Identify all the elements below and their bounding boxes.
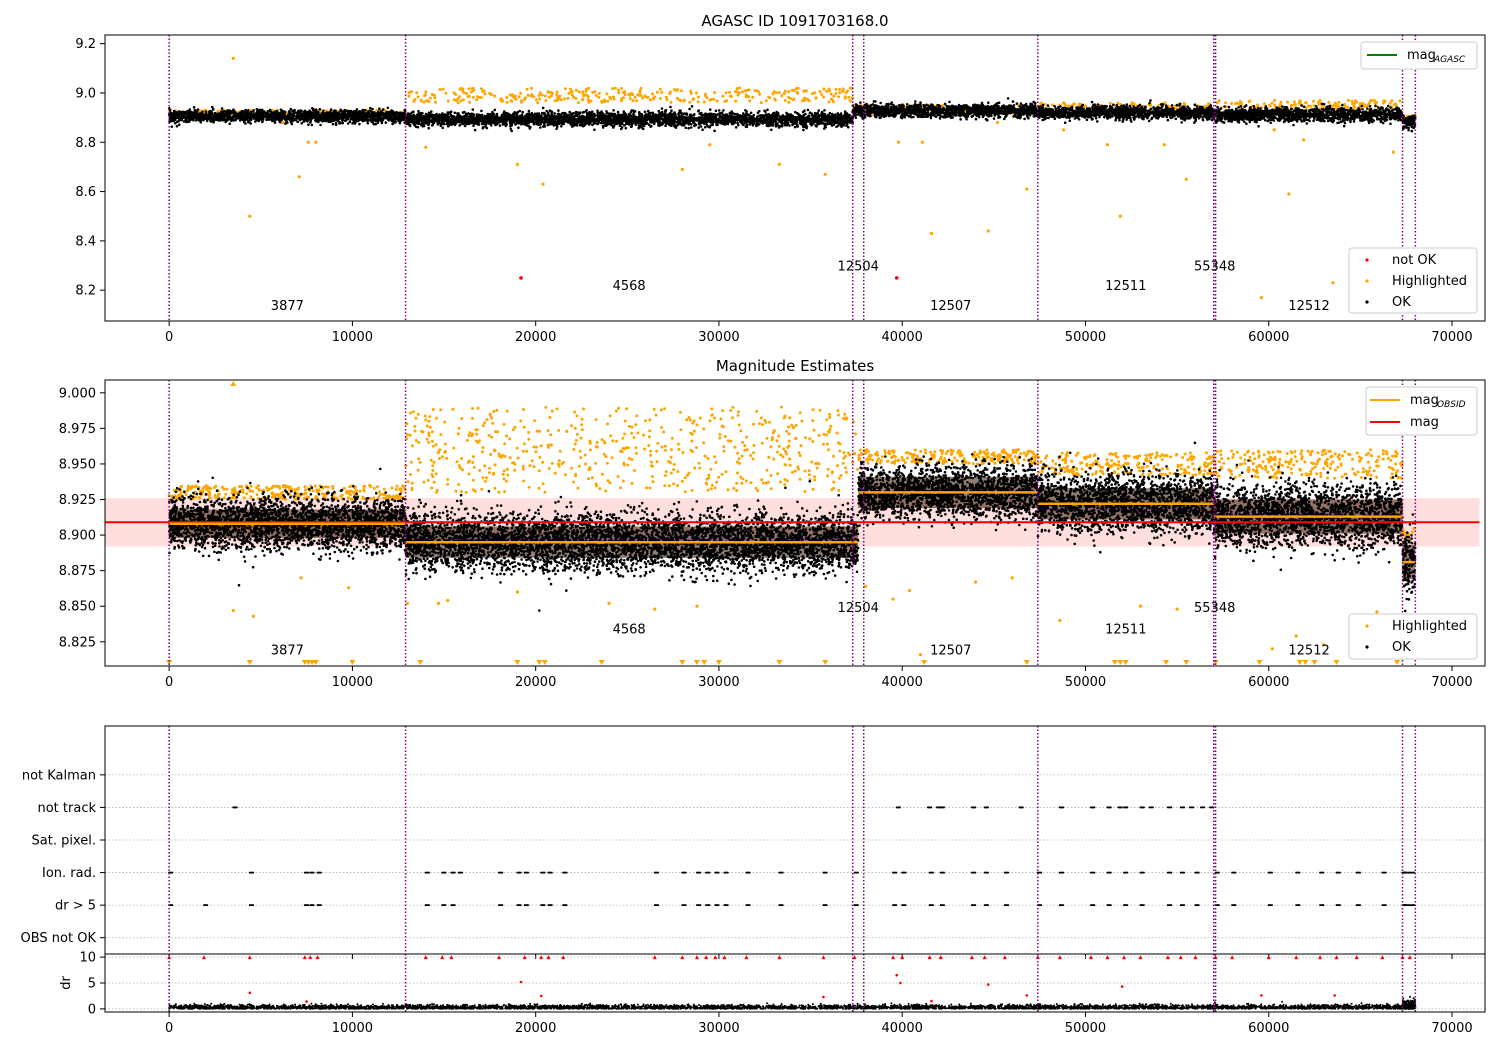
- y-tick-label: 0: [88, 1002, 96, 1017]
- legend-not-ok: not OK: [1392, 253, 1437, 268]
- legend-ok: OK: [1392, 295, 1411, 310]
- x-tick-label: 20000: [515, 330, 556, 345]
- agasc-legend-upper: mag AGASC: [1360, 41, 1478, 70]
- x-tick-label: 40000: [882, 1021, 923, 1036]
- x-tick-label: 50000: [1065, 1021, 1106, 1036]
- magnitude-estimates-panel: Magnitude Estimates 3877 4568 12504 12507 12…: [59, 357, 1486, 690]
- x-tick-label: 70000: [1431, 1021, 1472, 1036]
- estimates-legend-lower: Highlighted OK: [1348, 613, 1478, 660]
- flag-label: Ion. rad.: [42, 866, 96, 881]
- obsid-label: 12511: [1105, 622, 1146, 637]
- legend-mag-obsid: mag: [1410, 393, 1439, 408]
- obsid-label: 12512: [1288, 644, 1329, 659]
- x-tick-label: 60000: [1248, 675, 1289, 690]
- x-tick-label: 40000: [882, 330, 923, 345]
- y-tick-label: 8.950: [59, 457, 96, 472]
- flag-label: not track: [37, 801, 96, 816]
- x-tick-label: 10000: [332, 1021, 373, 1036]
- estimates-panel-title: Magnitude Estimates: [716, 357, 874, 375]
- y-tick-label: 8.4: [75, 234, 96, 249]
- flag-label: Sat. pixel.: [32, 834, 96, 849]
- x-tick-label: 20000: [515, 1021, 556, 1036]
- agasc-panel-title: AGASC ID 1091703168.0: [701, 12, 888, 30]
- obsid-label: 55348: [1194, 601, 1235, 616]
- x-tick-label: 30000: [698, 1021, 739, 1036]
- y-tick-label: 9.0: [75, 86, 96, 101]
- x-tick-label: 70000: [1431, 675, 1472, 690]
- x-tick-label: 70000: [1431, 330, 1472, 345]
- y-tick-label: 8.925: [59, 493, 96, 508]
- estimates-plot-frame: [104, 379, 1486, 667]
- agasc-plot-frame: [104, 34, 1486, 322]
- not-ok-points: [519, 276, 899, 280]
- x-tick-label: 10000: [332, 675, 373, 690]
- x-tick-label: 20000: [515, 675, 556, 690]
- legend-mag-agasc: mag: [1407, 48, 1436, 63]
- legend-ok-2: OK: [1392, 640, 1411, 655]
- y-tick-label: 9.000: [59, 386, 96, 401]
- x-tick-label: 40000: [882, 675, 923, 690]
- agasc-legend-lower: not OK Highlighted OK: [1348, 247, 1478, 314]
- legend-mag: mag: [1410, 415, 1439, 430]
- y-tick-label: 8.900: [59, 529, 96, 544]
- legend-mag-obsid-sub: OBSID: [1437, 400, 1466, 410]
- x-tick-label: 10000: [332, 330, 373, 345]
- y-tick-label: 8.850: [59, 600, 96, 615]
- y-tick-label: 9.2: [75, 37, 96, 52]
- obsid-label: 12507: [930, 644, 971, 659]
- estimates-legend-upper: mag OBSID mag: [1365, 386, 1478, 436]
- agasc-magnitude-panel: AGASC ID 1091703168.0 3877 4568 12504 12507…: [75, 12, 1486, 345]
- dr-high-points: [248, 973, 1336, 1003]
- highlighted-outlier-points: [231, 576, 1379, 657]
- obsid-label: 4568: [613, 622, 646, 637]
- flag-label: OBS not OK: [21, 931, 97, 946]
- y-tick-label: 8.875: [59, 564, 96, 579]
- obsid-label: 12504: [838, 601, 879, 616]
- y-tick-label: 8.825: [59, 635, 96, 650]
- y-tick-label: 8.8: [75, 136, 96, 151]
- highlighted-points: [167, 405, 1416, 543]
- x-tick-label: 60000: [1248, 1021, 1289, 1036]
- y-tick-label: 8.6: [75, 185, 96, 200]
- x-tick-label: 0: [165, 1021, 173, 1036]
- obsid-label: 3877: [271, 299, 304, 314]
- legend-highlighted-2: Highlighted: [1392, 619, 1467, 634]
- dr-ok-points: [168, 995, 1417, 1010]
- x-tick-label: 60000: [1248, 330, 1289, 345]
- x-tick-label: 30000: [698, 675, 739, 690]
- obsid-label: 55348: [1194, 259, 1235, 274]
- dr-panel: 0 10000 20000 30000 40000 50000 60000 70000 0 5 10…: [59, 951, 1486, 1036]
- obsid-label: 12504: [838, 259, 879, 274]
- x-tick-label: 50000: [1065, 675, 1106, 690]
- flag-label: dr > 5: [55, 899, 96, 914]
- legend-highlighted: Highlighted: [1392, 274, 1467, 289]
- y-tick-label: 10: [79, 951, 96, 966]
- x-tick-label: 50000: [1065, 330, 1106, 345]
- x-tick-label: 30000: [698, 330, 739, 345]
- obsid-label: 12507: [930, 299, 971, 314]
- y-tick-label: 8.2: [75, 284, 96, 299]
- flag-label: not Kalman: [22, 768, 96, 783]
- y-tick-label: 5: [88, 977, 96, 992]
- obsid-label: 12512: [1288, 299, 1329, 314]
- dr-axis-label: dr: [59, 976, 74, 990]
- flag-points: [232, 806, 1215, 809]
- obsid-label: 12511: [1105, 279, 1146, 294]
- ok-points: [167, 441, 1417, 613]
- highlighted-points: [167, 86, 1415, 122]
- y-tick-label: 8.975: [59, 422, 96, 437]
- ok-points: [167, 97, 1417, 133]
- obsid-label: 4568: [613, 279, 646, 294]
- obsid-label: 3877: [271, 644, 304, 659]
- x-tick-label: 0: [165, 675, 173, 690]
- x-tick-label: 0: [165, 330, 173, 345]
- flags-panel: not Kalman not track Sat. pixel. Ion. rad. d…: [21, 725, 1486, 959]
- legend-mag-agasc-sub: AGASC: [1433, 55, 1466, 65]
